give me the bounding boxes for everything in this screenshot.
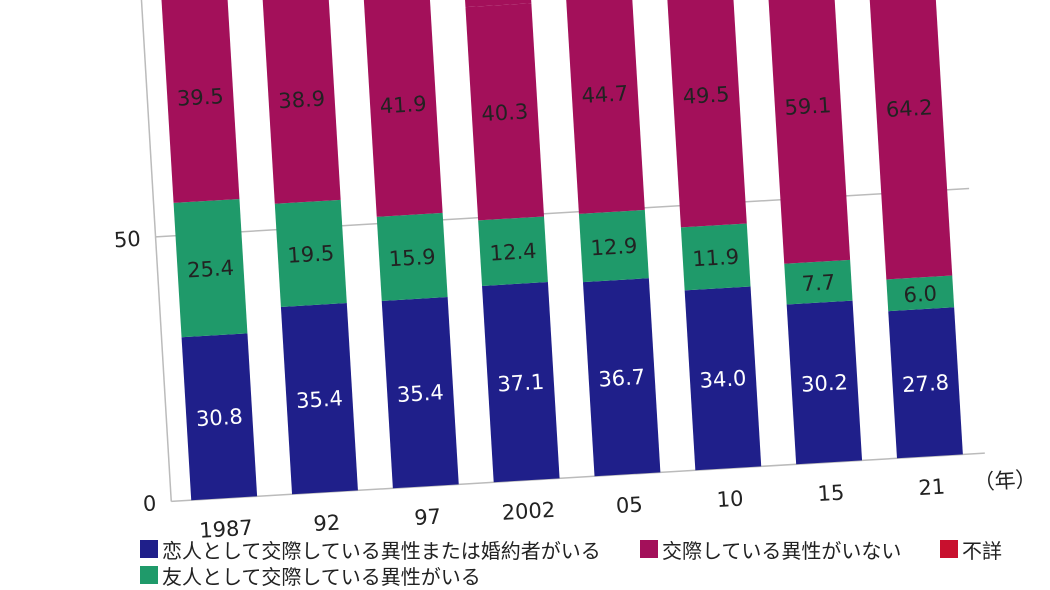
data-label: 30.2 (800, 370, 848, 397)
y-tick-label: 50 (113, 227, 141, 253)
bar-segment (274, 199, 347, 307)
data-label: 7.7 (801, 270, 836, 296)
data-label: 35.4 (295, 386, 343, 413)
bar-segment (866, 0, 953, 280)
bar-segment (665, 0, 747, 228)
bar-segment (478, 216, 548, 286)
x-tick-label: 2002 (501, 498, 556, 525)
legend-swatch (140, 566, 158, 584)
bar-segment (784, 259, 853, 305)
data-label: 49.5 (682, 82, 730, 109)
legend-swatch (140, 540, 158, 558)
data-label: 36.7 (598, 365, 646, 392)
bar-segment (578, 209, 649, 283)
data-label: 34.0 (699, 366, 747, 393)
data-label: 35.4 (396, 380, 444, 407)
data-label: 6.0 (903, 281, 938, 307)
bar-segment (381, 297, 459, 489)
x-tick-label: 1987 (199, 516, 254, 543)
bar-segment (173, 198, 248, 338)
x-tick-label: 15 (817, 481, 845, 507)
bar-segment (765, 0, 851, 264)
data-label: 38.9 (278, 87, 326, 114)
y-tick-label: 0 (142, 491, 157, 516)
bar-segment (582, 278, 661, 477)
data-label: 64.2 (885, 95, 933, 122)
data-label: 40.3 (481, 99, 529, 126)
bar-segment (786, 300, 863, 465)
bar-segment (280, 303, 358, 495)
data-label: 41.9 (379, 92, 427, 119)
data-label: 12.9 (590, 234, 638, 261)
bar-segment (465, 3, 545, 221)
data-label: 19.5 (287, 241, 335, 268)
legend-label: 恋人として交際している異性または婚約者がいる (162, 539, 601, 563)
legend-label: 不詳 (962, 539, 1002, 563)
data-label: 12.4 (489, 239, 537, 266)
bar-segment (888, 307, 963, 459)
x-tick-label: 97 (414, 504, 442, 530)
x-tick-label: 92 (313, 510, 341, 536)
bar-segment (161, 0, 240, 203)
data-label: 11.9 (692, 245, 740, 272)
data-label: 44.7 (581, 81, 629, 108)
data-label: 27.8 (902, 370, 950, 397)
data-label: 39.5 (176, 84, 224, 111)
data-label: 25.4 (187, 256, 235, 283)
bar-segment (181, 333, 258, 501)
data-label: 30.8 (195, 404, 243, 431)
bar-segment (262, 0, 341, 204)
x-tick-label: 05 (615, 492, 643, 518)
x-tick-label: 21 (918, 475, 946, 501)
bar-segment (564, 0, 645, 214)
legend-swatch (640, 540, 658, 558)
bar-segment (886, 275, 955, 312)
legend-label: 交際している異性がいない (662, 539, 901, 563)
data-label: 15.9 (388, 245, 436, 272)
bar-segment (376, 212, 448, 301)
bar-segment (684, 286, 762, 471)
x-tick-label: 10 (716, 486, 744, 512)
bar-segment (363, 0, 443, 217)
y-axis-line (136, 0, 173, 502)
data-label: 59.1 (784, 93, 832, 120)
bar-segment (680, 223, 751, 291)
data-label: 37.1 (497, 370, 545, 397)
legend-label: 友人として交際している異性がいる (162, 565, 481, 589)
bar-segment (482, 282, 560, 483)
legend-swatch (940, 540, 958, 558)
x-unit-label: （年） (973, 467, 1037, 495)
